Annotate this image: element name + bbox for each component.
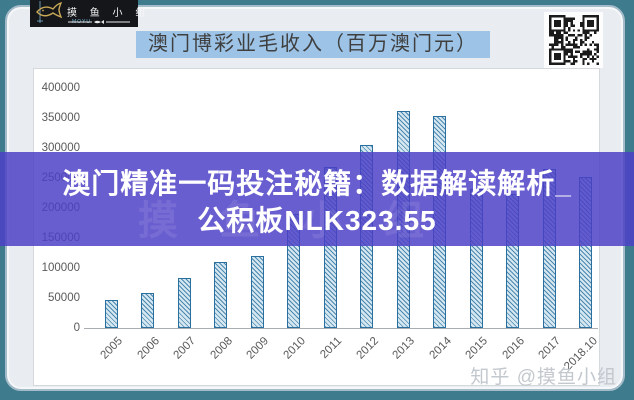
x-tick-label: 2013 (390, 335, 418, 362)
y-tick-label: 350000 (41, 112, 80, 124)
y-tick-label: 0 (73, 322, 80, 334)
x-tick-label: 2015 (463, 335, 491, 362)
y-tick-label: 100000 (41, 262, 80, 274)
promo-banner: 摸鱼小组 澳门精准一码投注秘籍：数据解读解析_ 公积板NLK323.55 (0, 152, 634, 246)
logo-divider-fish-icon (68, 20, 130, 24)
qr-code (544, 12, 603, 68)
x-tick-label: 2006 (135, 335, 162, 362)
x-tick-label: 2005 (98, 335, 126, 362)
x-tick-label: 2014 (427, 335, 454, 362)
bar-2006 (141, 293, 154, 328)
x-tick-label: 2009 (244, 335, 272, 362)
x-tick-label: 2008 (208, 335, 235, 362)
bar-2008 (214, 262, 227, 328)
qr-code-pattern (548, 15, 599, 65)
y-tick-label: 400000 (41, 82, 80, 94)
y-tick-label: 300000 (41, 142, 80, 154)
bar-2005 (104, 299, 118, 328)
banner-watermark: 摸鱼小组 (138, 199, 466, 243)
fish-icon (36, 1, 63, 23)
logo-plate: 摸 鱼 小 组 MOYU (30, 0, 145, 27)
zhihu-watermark: 知乎 @摸鱼小组 (470, 367, 617, 388)
y-tick-label: 50000 (48, 292, 80, 304)
x-tick-label: 2016 (500, 335, 527, 362)
x-tick-label: 2012 (354, 335, 381, 362)
banner-line-1: 澳门精准一码投注秘籍：数据解读解析_ (62, 168, 572, 199)
x-tick-label: 2011 (318, 335, 345, 361)
x-tick-label: 2007 (171, 335, 199, 362)
x-axis-line (84, 328, 598, 329)
banner-line-2: 公积板NLK323.55 (197, 205, 437, 236)
page-title: 澳门博彩业毛收入（百万澳门元） (136, 31, 490, 58)
bar-2007 (177, 277, 191, 328)
logo-title: 摸 鱼 小 组 (67, 8, 151, 19)
x-tick-label: 2017 (536, 335, 564, 362)
bar-2009 (250, 255, 264, 328)
x-tick-label: 2010 (281, 335, 308, 362)
